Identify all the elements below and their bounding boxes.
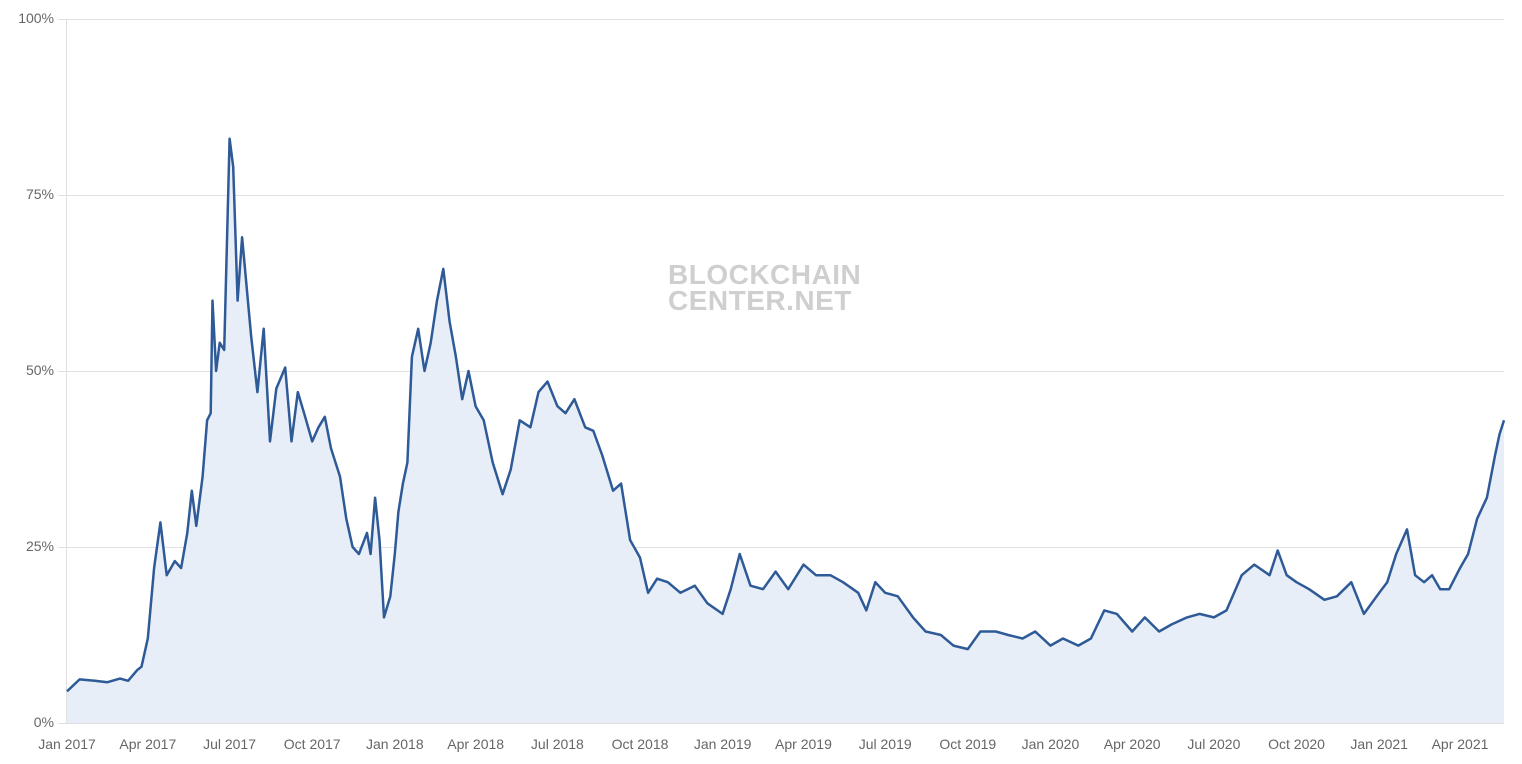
watermark-line2: CENTER.NET (668, 285, 852, 316)
x-tick-label: Apr 2020 (1103, 736, 1161, 752)
y-tick-label: 0% (33, 714, 54, 730)
x-tick-label: Jan 2018 (366, 736, 424, 752)
data-line[interactable] (66, 137, 1506, 693)
watermark-line1: BLOCKCHAIN (668, 259, 862, 290)
y-tick-label: 100% (18, 10, 54, 26)
x-tick-label: Apr 2018 (447, 736, 505, 752)
x-tick-label: Apr 2021 (1431, 736, 1489, 752)
x-tick-label: Jan 2017 (38, 736, 96, 752)
y-tick-label: 25% (25, 538, 54, 554)
x-tick-label: Oct 2018 (611, 736, 669, 752)
x-tick-label: Oct 2017 (283, 736, 341, 752)
x-tick-label: Oct 2020 (1268, 736, 1325, 752)
area-fill (67, 138, 1504, 723)
x-tick-label: Jul 2020 (1187, 736, 1241, 752)
x-tick-label: Apr 2019 (775, 736, 832, 752)
x-tick-label: Jan 2021 (1350, 736, 1408, 752)
y-tick-label: 50% (25, 362, 54, 378)
x-tick-label: Jul 2018 (530, 736, 584, 752)
x-tick-label: Jan 2020 (1021, 736, 1080, 752)
x-tick-label: Jul 2019 (858, 736, 912, 752)
y-tick-label: 75% (25, 186, 54, 202)
x-tick-label: Jan 2019 (693, 736, 752, 752)
x-tick-label: Oct 2019 (939, 736, 997, 752)
watermark-logo: BLOCKCHAIN CENTER.NET (668, 259, 862, 316)
x-tick-label: Jul 2017 (203, 736, 257, 752)
x-tick-label: Apr 2017 (119, 736, 177, 752)
